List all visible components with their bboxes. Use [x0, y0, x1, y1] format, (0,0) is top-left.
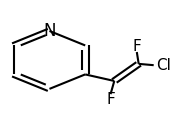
- Text: N: N: [43, 22, 56, 40]
- Text: F: F: [132, 39, 141, 54]
- Text: F: F: [106, 92, 115, 107]
- Text: Cl: Cl: [156, 58, 171, 73]
